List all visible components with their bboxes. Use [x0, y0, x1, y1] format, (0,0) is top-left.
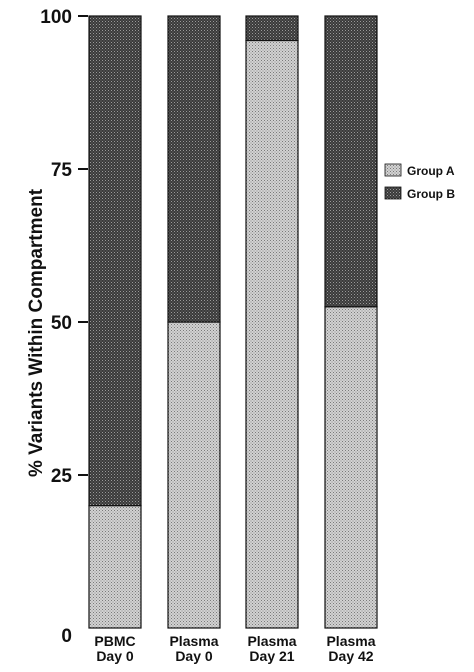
bar-segment-group-b — [324, 15, 378, 308]
y-tick-label: 50 — [51, 313, 72, 334]
x-tick-label-line: Plasma — [326, 633, 375, 649]
bar-segment-group-a — [324, 306, 378, 629]
legend-swatch — [384, 163, 402, 177]
y-axis-title: % Variants Within Compartment — [26, 188, 47, 477]
legend: Group A Group B — [384, 163, 455, 201]
x-tick-label: Plasma Day 21 — [247, 633, 296, 664]
bar-segment-group-b — [88, 15, 142, 507]
x-tick-label-line: Day 0 — [175, 648, 213, 664]
legend-swatch — [384, 186, 402, 200]
y-tick-label: 75 — [51, 160, 73, 181]
x-tick-label-line: Day 21 — [249, 648, 294, 664]
y-tick-label: 25 — [51, 466, 73, 487]
x-tick-label-line: Plasma — [247, 633, 296, 649]
x-tick-label-line: Day 42 — [328, 648, 373, 664]
bar-segment-group-b — [245, 15, 299, 42]
x-tick-label-line: Day 0 — [96, 648, 134, 664]
x-tick-label: Plasma Day 0 — [169, 633, 218, 664]
x-tick-label-line: PBMC — [94, 633, 135, 649]
y-axis-label: % Variants Within Compartment — [26, 188, 47, 477]
y-tick-label: 0 — [61, 626, 72, 647]
x-tick-label: Plasma Day 42 — [326, 633, 375, 664]
y-axis: 0 25 50 75 100 — [40, 7, 88, 647]
bar-segment-group-a — [245, 39, 299, 629]
x-tick-label-line: Plasma — [169, 633, 218, 649]
x-tick-label: PBMC Day 0 — [94, 633, 135, 664]
legend-label: Group B — [407, 187, 455, 201]
bar-segment-group-a — [88, 505, 142, 629]
bars — [88, 15, 378, 629]
bar-segment-group-b — [167, 15, 221, 323]
bar-segment-group-a — [167, 321, 221, 629]
y-tick-label: 100 — [40, 7, 72, 28]
legend-label: Group A — [407, 164, 455, 178]
